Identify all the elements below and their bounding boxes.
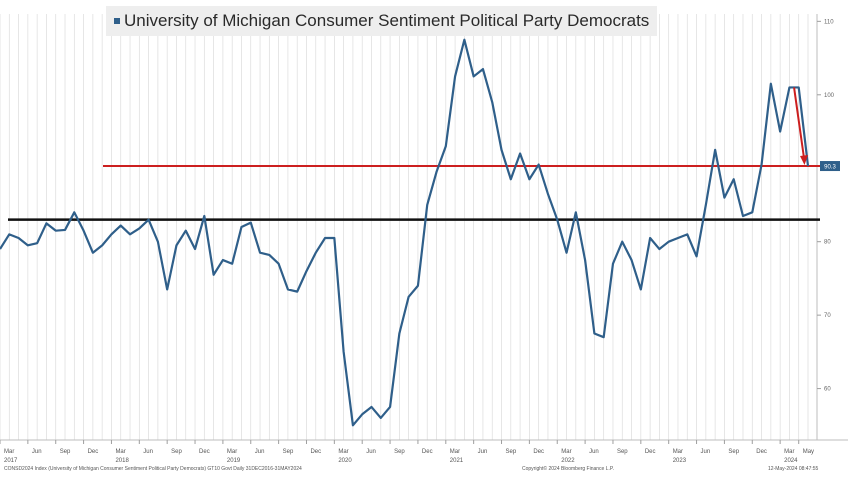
x-tick-label: Jun [366,449,376,455]
x-tick-year-label: 2022 [561,458,575,464]
x-tick-label: Mar [115,449,125,455]
footer-timestamp: 12-May-2024 08:47:55 [768,466,819,472]
x-tick-label: Sep [283,449,294,455]
x-tick-label: Dec [533,449,544,455]
y-tick-label: 100 [824,93,835,99]
legend-label: University of Michigan Consumer Sentimen… [124,11,650,30]
y-tick-label: 60 [824,387,831,393]
legend-swatch [114,18,120,24]
x-tick-year-label: 2024 [784,458,798,464]
footer-copyright: Copyright© 2024 Bloomberg Finance L.P. [522,466,614,472]
x-tick-label: Mar [450,449,460,455]
last-value-badge [820,161,840,172]
x-tick-year-label: 2023 [673,458,687,464]
y-tick-label: 70 [824,313,831,319]
x-tick-label: Jun [478,449,488,455]
reference-lines-layer [8,165,820,221]
x-tick-label: Dec [88,449,99,455]
x-tick-label: Dec [199,449,210,455]
x-tick-label: Sep [728,449,739,455]
series-layer [0,38,810,427]
x-tick-label: Jun [32,449,42,455]
annotation-arrow-shaft [793,87,805,159]
x-tick-label: Sep [60,449,71,455]
x-tick-label: Sep [617,449,628,455]
footer-source: CONSD2024 Index (University of Michigan … [4,466,302,472]
y-tick-label: 110 [824,19,834,25]
x-tick-label: Mar [338,449,348,455]
x-tick-label: Sep [506,449,517,455]
x-tick-label: Dec [422,449,433,455]
annotation-layer: 90.3 [793,87,840,172]
x-tick-label: Jun [255,449,265,455]
x-tick-year-label: 2020 [338,458,352,464]
x-tick-label: Mar [227,449,237,455]
x-tick-label: Mar [784,449,794,455]
x-tick-label: Jun [589,449,599,455]
x-tick-label: Jun [143,449,153,455]
x-tick-label: Sep [171,449,182,455]
x-tick-year-label: 2019 [227,458,241,464]
last-value-label: 90.3 [824,165,836,171]
x-tick-label: Dec [310,449,321,455]
x-tick-labels-layer: Mar 2017 Jun Sep Dec Mar 2018 Jun Sep Dec Mar 2019 J… [0,440,814,464]
series-line-democrats [0,38,810,427]
x-tick-label: Mar [561,449,571,455]
x-tick-label: Dec [756,449,767,455]
legend: University of Michigan Consumer Sentimen… [106,6,658,36]
x-tick-year-label: 2017 [4,458,18,464]
annotation-arrow-head [800,155,808,166]
x-tick-year-label: 2021 [450,458,464,464]
y-tick-labels-layer: 60 70 80 100 110 [817,19,835,393]
x-tick-label: Sep [394,449,405,455]
x-tick-label: Dec [645,449,656,455]
x-tick-label: Mar [4,449,14,455]
x-tick-label: Mar [673,449,683,455]
y-tick-label: 80 [824,240,831,246]
x-tick-label: May [803,449,814,455]
x-tick-year-label: 2018 [115,458,129,464]
x-tick-label: Jun [701,449,711,455]
